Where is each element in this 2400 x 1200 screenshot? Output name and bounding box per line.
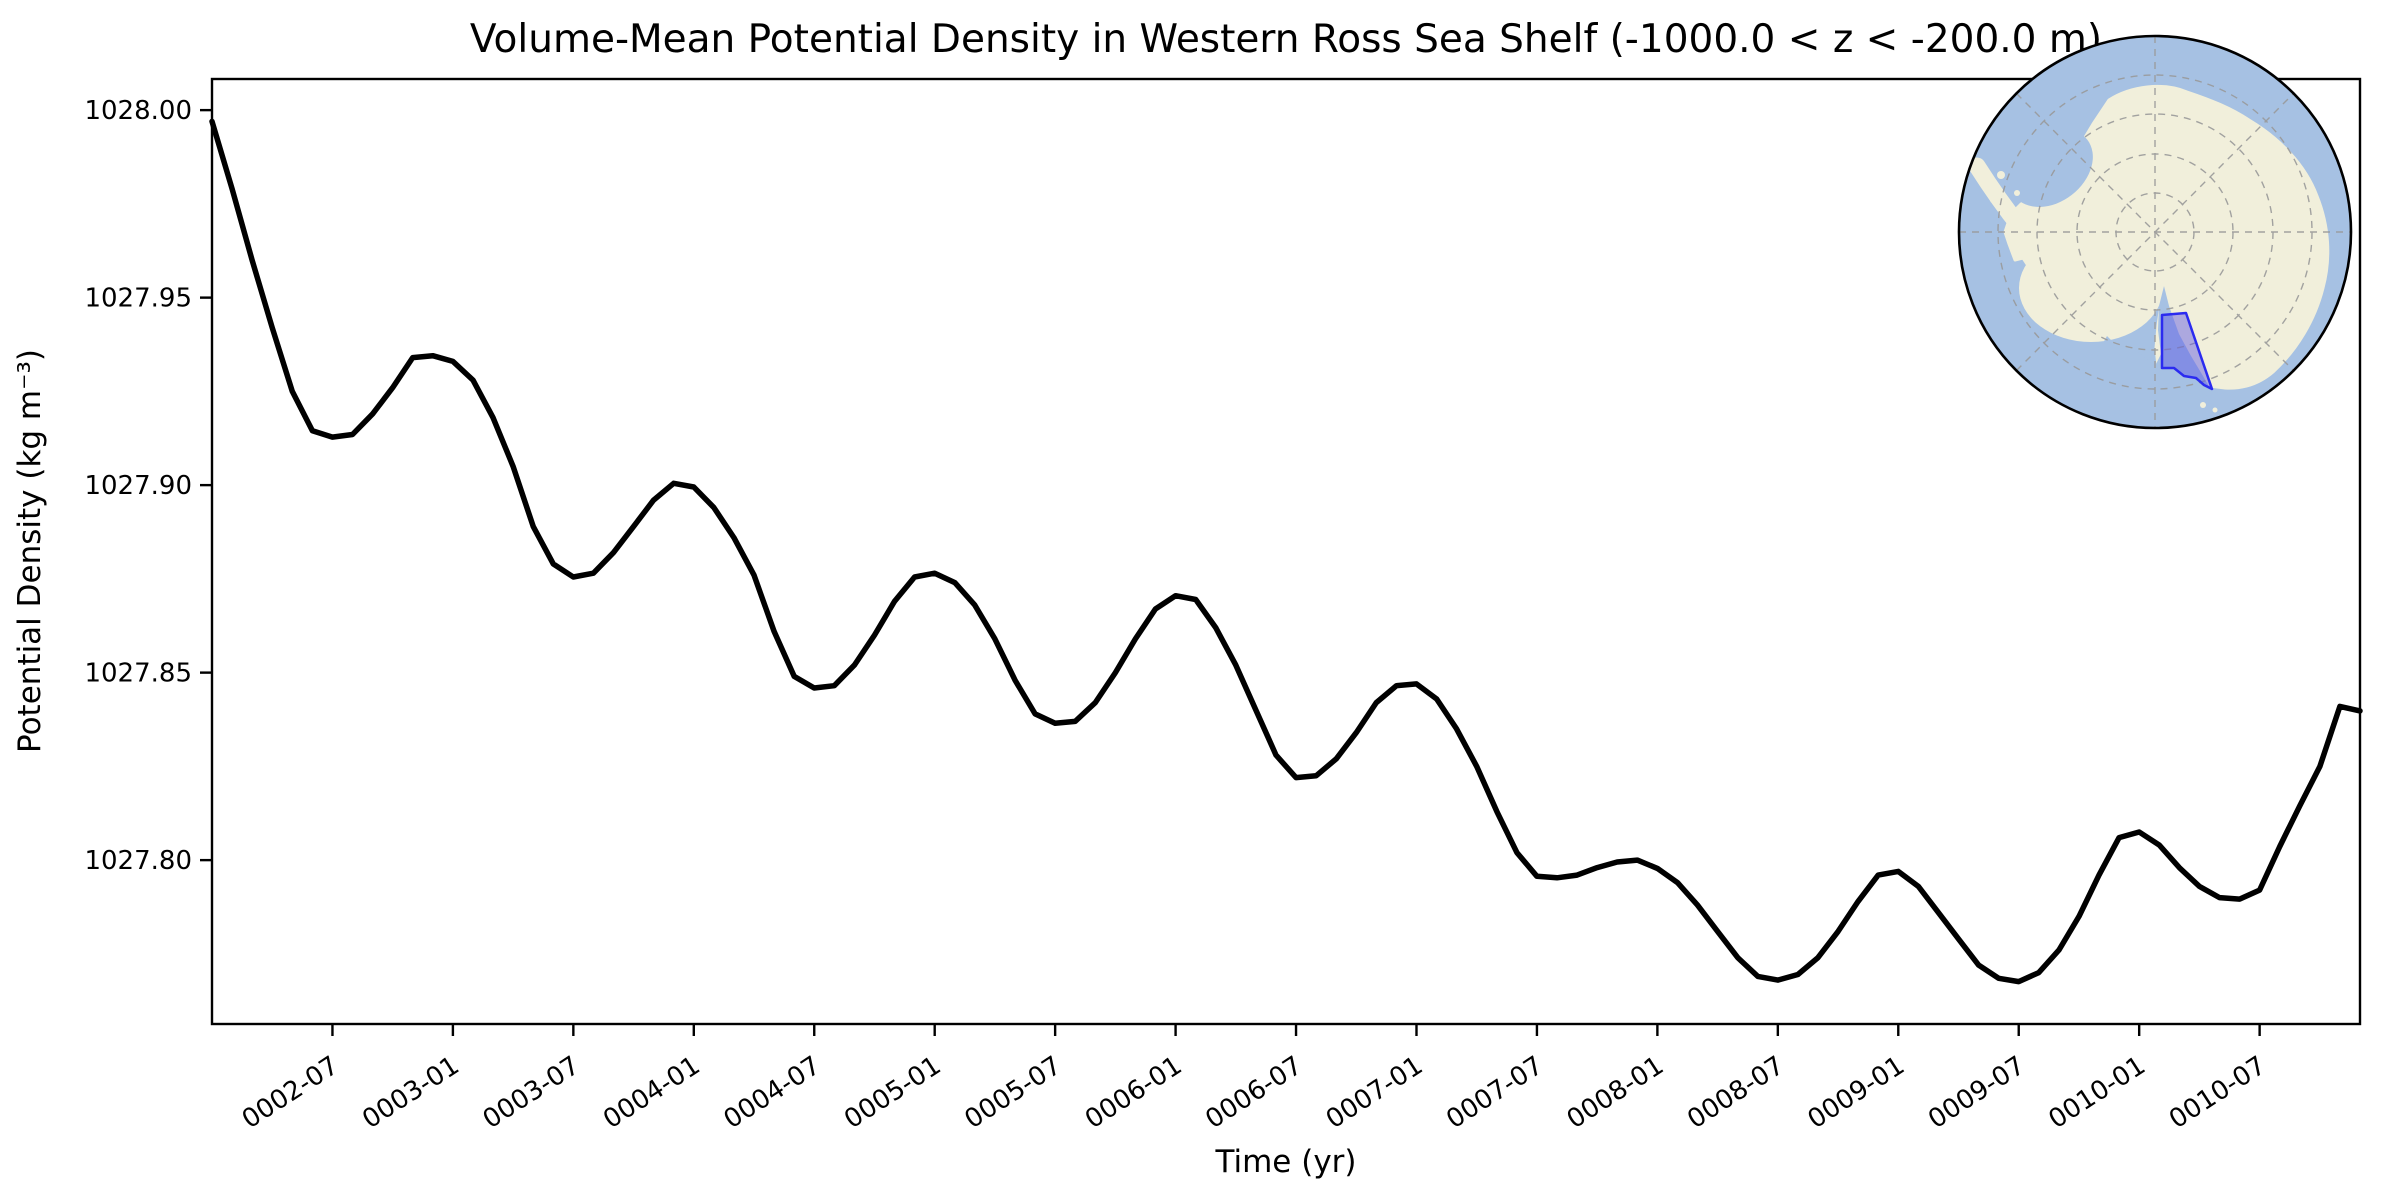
y-tick-label: 1027.80 — [84, 846, 192, 876]
x-axis-label: Time (yr) — [1215, 1144, 1357, 1180]
map-graticule — [1960, 37, 2350, 427]
y-axis-ticks: 1028.00 1027.95 1027.90 1027.85 1027.80 — [84, 96, 212, 876]
island — [2212, 407, 2218, 413]
axes-spines — [210, 77, 2362, 1026]
y-tick-label: 1028.00 — [84, 96, 192, 126]
ross-sea-shelf-highlight — [2160, 311, 2214, 391]
chart-title: Volume-Mean Potential Density in Western… — [470, 17, 2102, 62]
antarctic-peninsula — [1968, 157, 2030, 237]
antarctica-inset-map — [1957, 34, 2353, 430]
density-timeseries-line — [209, 118, 2363, 985]
map-outline — [1957, 34, 2353, 430]
y-tick-label: 1027.90 — [84, 471, 192, 501]
island — [2014, 190, 2020, 196]
island — [1990, 197, 1996, 203]
west-antarctica-lobe — [2019, 234, 2163, 342]
island — [1997, 171, 2005, 179]
ross-sea — [2097, 286, 2211, 422]
island — [2200, 402, 2206, 408]
y-tick-label: 1027.95 — [84, 284, 192, 314]
y-axis-label: Potential Density (kg m⁻³) — [12, 349, 48, 753]
data-series — [209, 118, 2363, 985]
y-tick-label: 1027.85 — [84, 659, 192, 689]
